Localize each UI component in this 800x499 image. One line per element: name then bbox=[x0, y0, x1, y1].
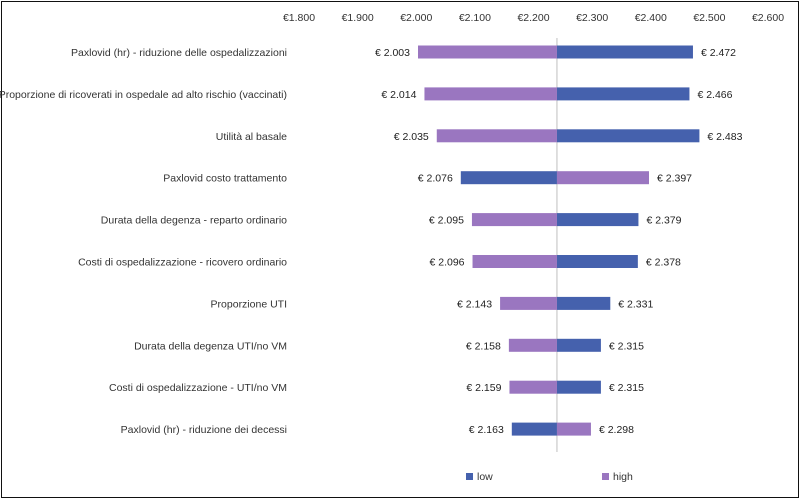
bar-high bbox=[509, 380, 557, 394]
data-label-right: € 2.298 bbox=[599, 424, 634, 436]
bar-low bbox=[556, 129, 700, 143]
category-label: Paxlovid (hr) - riduzione dei decessi bbox=[121, 424, 287, 436]
data-label-left: € 2.159 bbox=[466, 382, 501, 394]
x-tick-label: €1.900 bbox=[342, 12, 374, 24]
x-tick-label: €2.400 bbox=[635, 12, 667, 24]
category-label: Durata della degenza UTI/no VM bbox=[134, 340, 287, 352]
x-tick-label: €1.800 bbox=[283, 12, 315, 24]
category-label: Durata della degenza - reparto ordinario bbox=[101, 215, 287, 227]
bar-low bbox=[460, 171, 557, 185]
bar-low bbox=[511, 422, 557, 436]
data-label-right: € 2.315 bbox=[609, 340, 644, 352]
category-label: Proporzione di ricoverati in ospedale ad… bbox=[0, 89, 287, 101]
bar-low bbox=[556, 380, 601, 394]
data-label-left: € 2.143 bbox=[457, 298, 492, 310]
category-label: Costi di ospedalizzazione - UTI/no VM bbox=[109, 382, 287, 394]
bar-low bbox=[556, 87, 690, 101]
x-tick-label: €2.300 bbox=[576, 12, 608, 24]
bar-high bbox=[508, 338, 557, 352]
x-tick-label: €2.500 bbox=[693, 12, 725, 24]
bar-high bbox=[472, 255, 557, 268]
data-label-right: € 2.483 bbox=[707, 131, 742, 143]
data-label-right: € 2.397 bbox=[657, 173, 692, 185]
x-tick-label: €2.200 bbox=[517, 12, 549, 24]
bar-high bbox=[556, 422, 591, 436]
category-label: Paxlovid (hr) - riduzione delle ospedali… bbox=[71, 47, 287, 59]
bar-high bbox=[556, 171, 649, 185]
category-label: Paxlovid costo trattamento bbox=[163, 173, 287, 185]
legend-swatch-high bbox=[602, 473, 609, 480]
legend-label-low: low bbox=[477, 471, 493, 483]
data-label-left: € 2.003 bbox=[375, 47, 410, 59]
data-label-right: € 2.315 bbox=[609, 382, 644, 394]
data-label-right: € 2.466 bbox=[697, 89, 732, 101]
data-label-right: € 2.378 bbox=[646, 257, 681, 269]
data-label-left: € 2.163 bbox=[469, 424, 504, 436]
data-label-right: € 2.379 bbox=[646, 215, 681, 227]
x-tick-label: €2.600 bbox=[752, 12, 784, 24]
bar-low bbox=[556, 255, 638, 268]
data-label-left: € 2.014 bbox=[381, 89, 416, 101]
category-label: Proporzione UTI bbox=[211, 298, 287, 310]
bar-high bbox=[500, 296, 557, 310]
bar-low bbox=[556, 338, 601, 352]
legend-swatch-low bbox=[466, 473, 473, 480]
bar-high bbox=[424, 87, 557, 101]
data-label-left: € 2.158 bbox=[466, 340, 501, 352]
bar-low bbox=[556, 213, 639, 227]
bar-low bbox=[556, 45, 693, 59]
bar-high bbox=[436, 129, 557, 143]
legend-label-high: high bbox=[613, 471, 633, 483]
data-label-right: € 2.331 bbox=[618, 298, 653, 310]
category-label: Utilità al basale bbox=[216, 131, 287, 143]
bar-high bbox=[471, 213, 557, 227]
x-tick-label: €2.000 bbox=[400, 12, 432, 24]
data-label-left: € 2.076 bbox=[418, 173, 453, 185]
data-label-left: € 2.035 bbox=[394, 131, 429, 143]
data-label-left: € 2.095 bbox=[429, 215, 464, 227]
category-label: Costi di ospedalizzazione - ricovero ord… bbox=[78, 257, 287, 269]
x-tick-label: €2.100 bbox=[459, 12, 491, 24]
bar-high bbox=[418, 45, 557, 59]
data-label-left: € 2.096 bbox=[429, 257, 464, 269]
data-label-right: € 2.472 bbox=[701, 47, 736, 59]
bar-low bbox=[556, 296, 611, 310]
